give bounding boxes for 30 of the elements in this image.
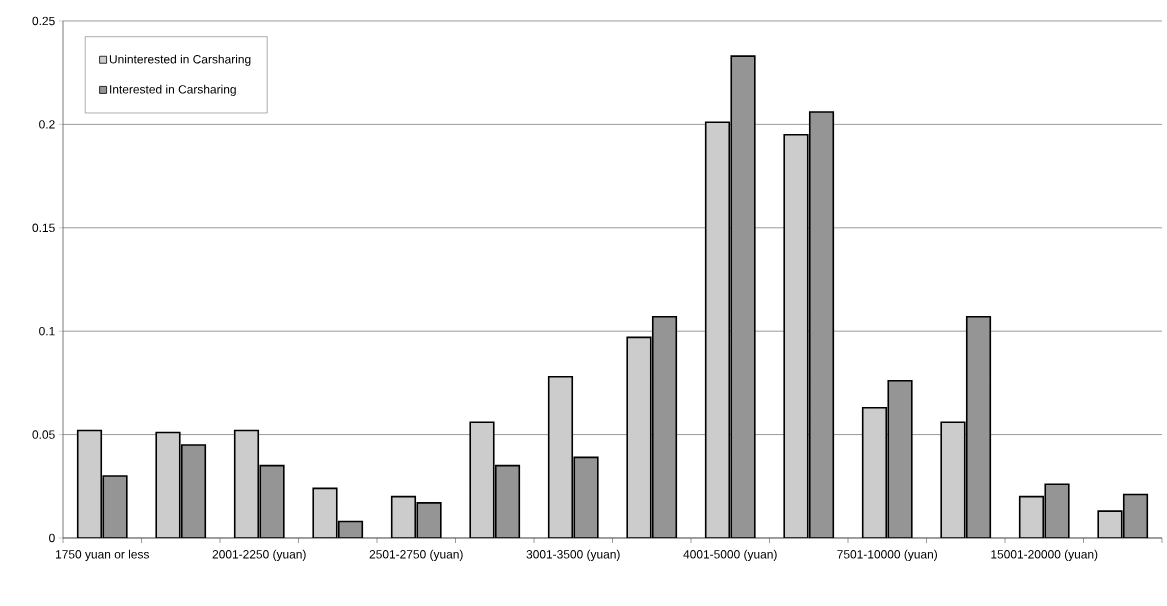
x-tick-label: 7501-10000 (yuan) <box>837 549 937 561</box>
x-tick-label: 3001-3500 (yuan) <box>526 549 620 561</box>
bar <box>312 487 338 538</box>
bar <box>1044 483 1070 538</box>
bar <box>102 475 128 538</box>
y-tick-label: 0 <box>49 533 55 543</box>
legend-label: Interested in Carsharing <box>110 84 236 96</box>
bar <box>651 315 678 538</box>
x-tick-label: 2001-2250 (yuan) <box>212 549 306 561</box>
bar <box>494 464 521 538</box>
y-tick-label: 0.25 <box>32 16 55 26</box>
bar <box>180 444 207 538</box>
bar <box>940 421 966 538</box>
x-tick-label: 1750 yuan or less <box>55 549 149 561</box>
y-tick-label: 0.1 <box>39 326 55 336</box>
y-tick-label: 0.15 <box>32 223 55 233</box>
x-tick-label: 15001-20000 (yuan) <box>991 549 1098 561</box>
y-tick-label: 0.05 <box>32 430 55 439</box>
legend-label: Uninterested in Carsharing <box>109 54 251 66</box>
bar <box>783 133 809 538</box>
bar <box>573 456 599 538</box>
bar <box>155 431 181 538</box>
y-tick-label: 0.2 <box>39 120 55 129</box>
bar <box>730 55 756 538</box>
bar <box>259 464 285 538</box>
x-tick-label: 2501-2750 (yuan) <box>369 549 463 561</box>
bar <box>887 380 913 538</box>
x-tick-label: 4001-5000 (yuan) <box>683 549 777 561</box>
bar <box>469 421 495 538</box>
bar <box>626 336 652 538</box>
